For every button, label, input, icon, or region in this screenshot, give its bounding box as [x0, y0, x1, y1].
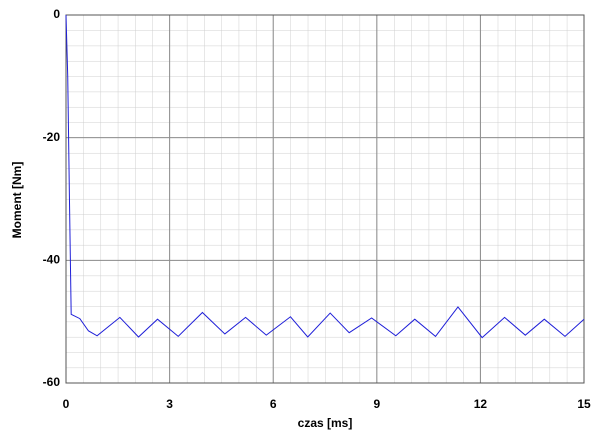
x-axis-label: czas [ms] — [298, 416, 353, 430]
y-tick-label: -20 — [43, 130, 61, 144]
x-tick-label: 12 — [474, 397, 488, 411]
x-tick-label: 6 — [270, 397, 277, 411]
plot-border — [65, 14, 585, 384]
y-tick-label: 0 — [53, 7, 60, 21]
x-tick-label: 15 — [577, 397, 591, 411]
y-tick-label: -40 — [43, 253, 61, 267]
data-line — [65, 14, 585, 339]
y-axis-label: Moment [Nm] — [10, 162, 24, 239]
x-tick-label: 0 — [63, 397, 70, 411]
y-tick-label: -60 — [43, 375, 61, 389]
minor-grid — [66, 15, 584, 383]
x-tick-label: 3 — [166, 397, 173, 411]
x-tick-label: 9 — [373, 397, 380, 411]
